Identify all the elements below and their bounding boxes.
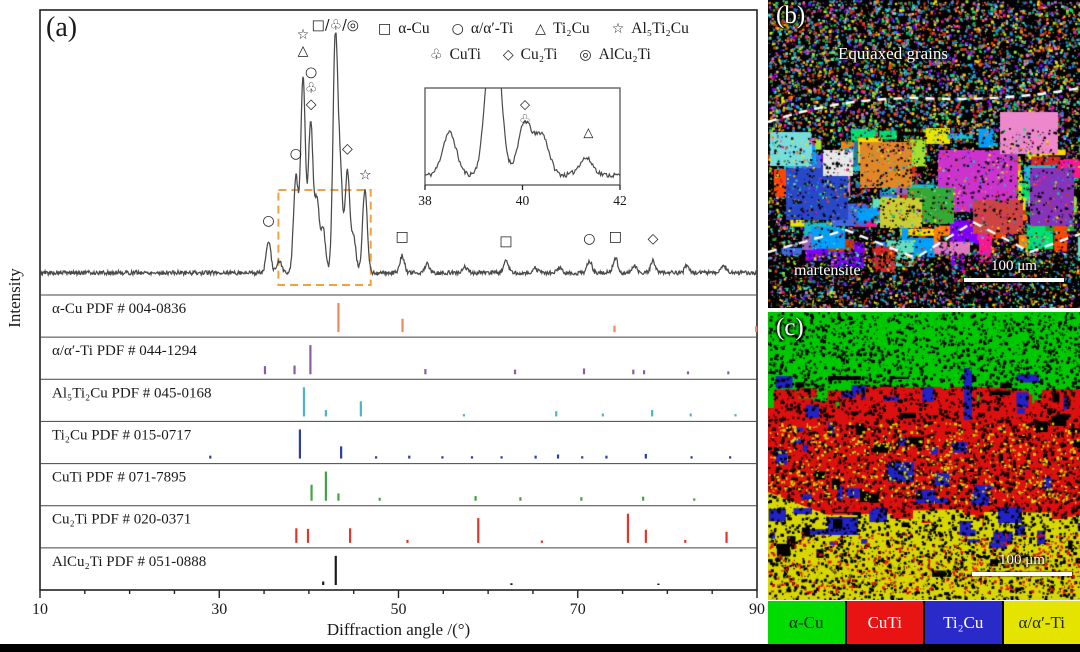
square-icon: □ [378, 21, 392, 37]
phase-legend-item: Ti₂Cu [925, 601, 1002, 644]
reference-label: CuTi PDF # 071-7895 [52, 470, 186, 486]
bottom-strip [0, 644, 1080, 652]
reference-label: α-Cu PDF # 004-0836 [52, 301, 187, 317]
peak-annotation: □ [499, 234, 512, 250]
panel-b-label: (b) [776, 2, 806, 29]
diamond-icon: ◇ [502, 47, 514, 63]
scale-bar-c: 100 μm [972, 552, 1072, 576]
legend-row-1: □ α-Cu ○ α/α′-Ti △ Ti₂Cu ☆ Al₅Ti₂Cu [378, 16, 689, 42]
peak-annotation: ♧ [305, 80, 318, 96]
scale-bar-b-text: 100 μm [991, 258, 1037, 274]
inset-annotation: ♧ [519, 112, 531, 127]
legend-item: □ α-Cu [378, 20, 430, 38]
peak-annotation: ◇ [342, 141, 353, 157]
legend-item: ♧ CuTi [430, 46, 481, 64]
xrd-symbol-legend: □ α-Cu ○ α/α′-Ti △ Ti₂Cu ☆ Al₅Ti₂Cu ♧ CuTi ◇ Cu₂Ti… [378, 16, 689, 68]
inset-annotation: ◇ [520, 97, 530, 112]
x-tick-label: 10 [32, 601, 48, 618]
x-tick-label: 70 [570, 601, 586, 618]
ebsd-map-panel: (b) Equiaxed grains martensite 100 μm [768, 0, 1080, 308]
peak-annotation: ○ [583, 231, 595, 247]
xrd-panel: 10 30 50 70 90 ○ ○ ☆ △ ○ ♧ ◇ □/♧/◎ ◇ ☆ □ □ ○ □ ◇ α-Cu PDF # … [5, 9, 765, 639]
peak-annotation: ◇ [306, 96, 317, 112]
x-tick-label: 50 [391, 601, 407, 618]
martensite-label: martensite [794, 262, 861, 279]
peak-annotation: ○ [290, 146, 302, 162]
scale-bar-b-line [964, 278, 1064, 282]
reference-label: Cu₂Ti PDF # 020-0371 [52, 512, 191, 528]
circle-icon: ○ [451, 21, 464, 37]
peak-annotation: ☆ [297, 27, 310, 43]
inset-frame [424, 87, 621, 186]
reference-label: Ti₂Cu PDF # 015-0717 [52, 427, 192, 443]
peak-annotation: □/♧/◎ [312, 18, 359, 34]
xrd-curve [39, 32, 758, 278]
legend-item-label: α/α′-Ti [470, 20, 514, 37]
legend-item: ☆ Al₅Ti₂Cu [612, 20, 689, 38]
scale-bar-c-line [972, 572, 1072, 576]
phase-legend-item: α-Cu [768, 601, 845, 644]
reference-label: α/α′-Ti PDF # 044-1294 [52, 343, 197, 359]
triangle-icon: △ [535, 21, 546, 37]
reference-label: AlCu₂Ti PDF # 051-0888 [52, 554, 206, 570]
panel-c-label: (c) [776, 314, 804, 341]
inset-annotation: △ [583, 126, 593, 141]
scale-bar-b: 100 μm [964, 258, 1064, 282]
star-icon: ☆ [611, 21, 625, 37]
legend-item-label: AlCu₂Ti [598, 46, 651, 63]
panel-a-label: (a) [46, 12, 78, 43]
legend-item-label: Ti₂Cu [552, 20, 590, 37]
double-circle-icon: ◎ [579, 47, 592, 63]
club-icon: ♧ [430, 47, 443, 63]
peak-annotation: ◇ [648, 231, 659, 247]
phase-map-image [768, 312, 1080, 600]
equiaxed-grains-label: Equiaxed grains [838, 44, 948, 63]
peak-annotation: □ [609, 229, 622, 245]
peak-annotation: △ [298, 43, 309, 59]
phase-legend: α-Cu CuTi Ti₂Cu α/α′-Ti [768, 601, 1080, 644]
legend-item-label: α-Cu [398, 20, 430, 37]
legend-row-2: ♧ CuTi ◇ Cu₂Ti ◎ AlCu₂Ti [430, 42, 689, 68]
scale-bar-c-text: 100 μm [999, 552, 1045, 568]
peak-annotation: ☆ [359, 168, 372, 184]
x-tick-label: 90 [749, 601, 765, 618]
inset-tick-label: 42 [613, 193, 627, 208]
inset-curve [425, 88, 620, 179]
legend-item-label: Al₅Ti₂Cu [631, 20, 689, 37]
peak-annotation: ○ [305, 64, 317, 80]
inset-tick-label: 40 [516, 193, 530, 208]
reference-label: Al₅Ti₂Cu PDF # 045-0168 [52, 385, 212, 401]
phase-legend-item: CuTi [846, 601, 923, 644]
legend-item: ○ α/α′-Ti [452, 20, 514, 38]
phase-legend-item: α/α′-Ti [1003, 601, 1080, 644]
legend-item: △ Ti₂Cu [535, 20, 590, 38]
legend-item: ◇ Cu₂Ti [503, 46, 558, 64]
ebsd-orientation-map [768, 0, 1080, 308]
legend-item-label: Cu₂Ti [520, 46, 558, 63]
plot-frame [39, 9, 758, 591]
legend-item: ◎ AlCu₂Ti [579, 46, 650, 64]
x-tick-label: 30 [211, 601, 227, 618]
legend-item-label: CuTi [449, 46, 481, 63]
phase-map-panel: (c) 100 μm [768, 312, 1080, 600]
xrd-plot: 10 30 50 70 90○○☆△○♧◇□/♧/◎◇☆□ □ ○ □ ◇α-Cu PDF # … [32, 9, 765, 618]
peak-annotation: □ [395, 229, 408, 245]
y-axis-label: Intensity [5, 268, 24, 328]
inset-tick-label: 38 [418, 193, 432, 208]
highlight-box [277, 189, 372, 286]
peak-annotation: ○ [262, 213, 274, 229]
x-axis-title: Diffraction angle /(°) [326, 620, 471, 639]
